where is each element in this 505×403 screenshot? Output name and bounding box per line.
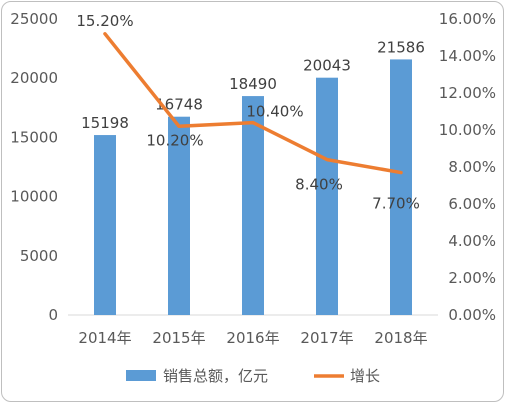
line-data-label: 10.20%	[146, 131, 203, 149]
y-right-tick-label: 8.00%	[448, 158, 496, 176]
y-left-tick-label: 5000	[20, 247, 58, 265]
line-data-label: 10.40%	[246, 103, 303, 121]
legend-label-line: 增长	[350, 367, 380, 385]
x-tick-label: 2014年	[78, 329, 131, 347]
y-right-tick-label: 2.00%	[448, 269, 496, 287]
x-tick-label: 2018年	[374, 329, 427, 347]
bar-data-label: 18490	[229, 75, 277, 93]
line-data-label: 8.40%	[295, 176, 343, 194]
y-left-tick-label: 15000	[10, 128, 58, 146]
bar	[168, 116, 190, 316]
bar-data-label: 20043	[303, 57, 351, 75]
bar	[242, 96, 264, 315]
y-right-tick-label: 12.00%	[439, 84, 496, 102]
y-right-tick-label: 0.00%	[448, 306, 496, 324]
line-data-label: 7.70%	[372, 195, 420, 213]
line-data-label: 15.20%	[76, 12, 133, 30]
bar-data-label: 15198	[81, 114, 129, 132]
x-tick-label: 2017年	[300, 329, 353, 347]
bar-data-label: 21586	[377, 38, 425, 56]
y-left-tick-label: 25000	[10, 10, 58, 28]
y-right-tick-label: 6.00%	[448, 195, 496, 213]
y-right-tick-label: 16.00%	[439, 10, 496, 28]
legend-swatch-bar	[126, 370, 156, 381]
x-tick-label: 2015年	[152, 329, 205, 347]
y-left-tick-label: 0	[48, 306, 58, 324]
bar	[94, 135, 116, 315]
bar	[390, 59, 412, 316]
y-right-tick-label: 14.00%	[439, 47, 496, 65]
x-tick-label: 2016年	[226, 329, 279, 347]
bar	[316, 77, 338, 315]
y-left-tick-label: 20000	[10, 69, 58, 87]
legend-label-bar: 销售总额，亿元	[163, 367, 268, 385]
y-left-tick-label: 10000	[10, 188, 58, 206]
y-right-tick-label: 10.00%	[439, 121, 496, 139]
y-right-tick-label: 4.00%	[448, 232, 496, 250]
